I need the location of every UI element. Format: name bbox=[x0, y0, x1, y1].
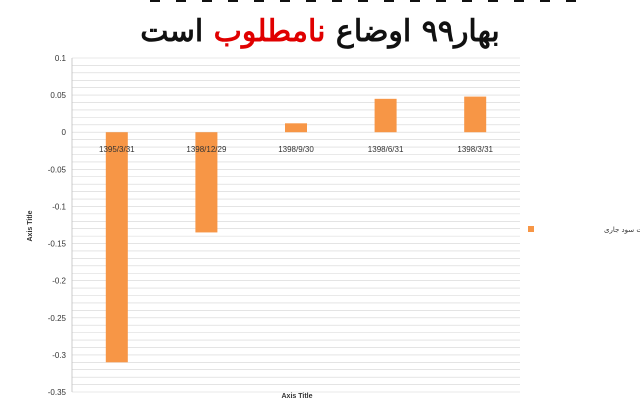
bar bbox=[464, 96, 487, 133]
y-axis-title: Axis Title bbox=[27, 210, 34, 241]
bar bbox=[195, 132, 218, 233]
bars bbox=[105, 96, 487, 363]
category-label: 1398/6/31 bbox=[368, 145, 404, 154]
title-highlight: نامطلوب bbox=[213, 14, 326, 49]
gridlines bbox=[71, 57, 520, 393]
y-tick-label: -0.05 bbox=[48, 165, 67, 174]
legend-label: نسبت سود جاری bbox=[604, 226, 640, 234]
y-tick-label: -0.2 bbox=[52, 277, 66, 286]
title-end: است bbox=[140, 14, 214, 49]
y-tick-label: 0.05 bbox=[50, 91, 66, 100]
bar bbox=[285, 123, 307, 133]
y-tick-label: -0.25 bbox=[48, 314, 67, 323]
cropped-text-line bbox=[0, 0, 640, 10]
y-tick-label: 0.1 bbox=[55, 54, 67, 63]
page-title: بهار۹۹ اوضاع نامطلوب است bbox=[0, 14, 640, 49]
y-tick-label: -0.35 bbox=[48, 388, 67, 397]
title-main: بهار۹۹ اوضاع bbox=[325, 14, 500, 49]
y-tick-label: -0.15 bbox=[48, 240, 67, 249]
category-label: 1395/3/31 bbox=[99, 145, 135, 154]
bar bbox=[374, 98, 397, 133]
y-tick-labels: 0.1 0.05 0 -0.05 -0.1 -0.15 -0.2 -0.25 -0.3 -0.35 bbox=[48, 54, 67, 397]
category-label: 1398/9/30 bbox=[278, 145, 314, 154]
y-tick-label: -0.1 bbox=[52, 202, 66, 211]
y-tick-label: 0 bbox=[62, 128, 67, 137]
legend-swatch bbox=[528, 226, 534, 232]
category-labels: 1395/3/31 1398/12/29 1398/9/30 1398/6/31 139… bbox=[99, 145, 494, 154]
category-label: 1398/12/29 bbox=[186, 145, 227, 154]
y-tick-label: -0.3 bbox=[52, 351, 66, 360]
category-label: 1398/3/31 bbox=[457, 145, 493, 154]
x-axis-title: Axis Title bbox=[282, 393, 313, 400]
legend: نسبت سود جاری bbox=[528, 226, 640, 234]
bar bbox=[105, 132, 128, 363]
